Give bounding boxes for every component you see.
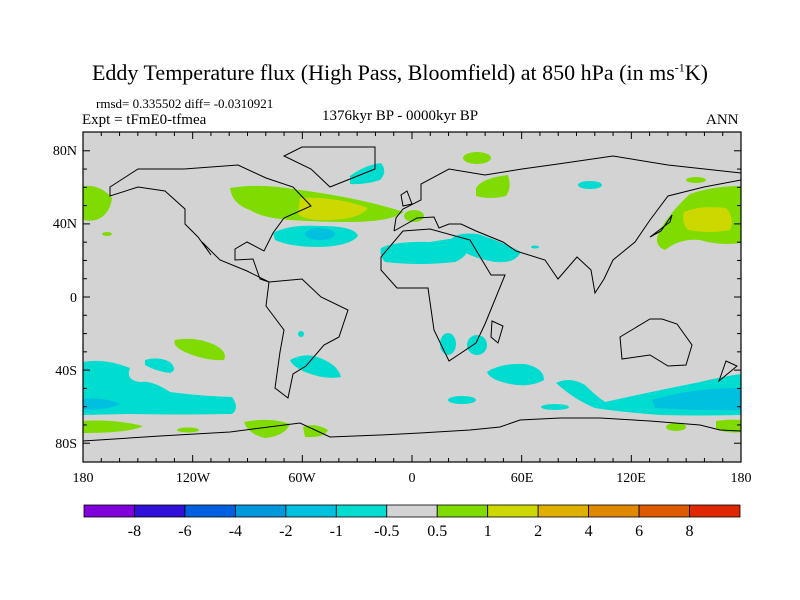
colorbar-box [335, 504, 388, 518]
anomaly-north-atlantic-core [298, 197, 368, 221]
title-text-end: K) [684, 60, 708, 85]
colorbar-label: 4 [585, 523, 593, 540]
coast-australia [619, 318, 693, 367]
y-axis-labels: 80N 40N 0 40S 80S [53, 144, 77, 452]
colorbar-label: 0.5 [427, 523, 447, 540]
colorbar-box [184, 504, 236, 518]
colorbar-box [689, 504, 741, 518]
colorbar-box [234, 504, 287, 518]
anomaly-south-africa-west [440, 333, 456, 355]
colorbar-box [386, 504, 438, 518]
colorbar-label: -6 [178, 523, 191, 540]
colorbar-box [537, 504, 590, 518]
coastlines [82, 146, 742, 442]
anomaly-small [448, 396, 476, 404]
anomaly-small [298, 331, 304, 337]
anomaly-antarctic-3 [244, 419, 290, 438]
coast-madagascar [490, 320, 504, 344]
anomaly-antarctic-6 [716, 419, 741, 433]
experiment-label: Expt = tFmE0-tfmea [82, 112, 207, 128]
period-label: 1376kyr BP - 0000kyr BP [322, 108, 479, 124]
colorbar-box [83, 504, 135, 518]
colorbar-label: 6 [635, 523, 643, 540]
colorbar-label: -8 [128, 523, 141, 540]
anomaly-norway [463, 152, 491, 164]
anomaly-antarctic-5 [666, 423, 686, 431]
stats-label: rmsd= 0.335502 diff= -0.0310921 [96, 96, 274, 111]
anomaly-antarctic-1 [83, 420, 143, 433]
anomaly-greenland [350, 163, 385, 185]
anomaly-southern-ocean-australia-core [652, 388, 741, 411]
anomaly-subtropical-atlantic-core [305, 228, 335, 240]
colorbar-label: -4 [229, 523, 242, 540]
x-axis-labels: 180 120W 60W 0 60E 120E 180 [73, 471, 752, 486]
anomaly-urals [476, 175, 510, 198]
colorbar-box [285, 504, 337, 518]
colorbar-label: -2 [279, 523, 292, 540]
y-tick-label: 80S [55, 437, 77, 452]
x-tick-label: 120W [176, 471, 211, 486]
anomaly-small [102, 232, 112, 236]
anomaly-small [541, 404, 569, 410]
anomaly-argentina [290, 355, 341, 378]
season-label: ANN [706, 112, 739, 128]
colorbar: -8 -6 -4 -2 -1 -0.5 0.5 1 2 4 6 8 [83, 504, 741, 540]
coast-new-zealand [717, 360, 738, 383]
anomaly-mediterranean [404, 210, 424, 222]
anomaly-antarctic-4 [303, 425, 328, 438]
coast-south-america [265, 278, 349, 399]
anomaly-arabia [452, 233, 521, 263]
anomaly-southern-ocean-pacific [83, 360, 236, 415]
anomaly-pacific-west-edge [83, 185, 112, 221]
plot-title: Eddy Temperature flux (High Pass, Bloomf… [0, 60, 800, 86]
coast-greenland [282, 146, 376, 188]
title-text: Eddy Temperature flux (High Pass, Bloomf… [91, 60, 675, 85]
colorbar-label: 1 [484, 523, 492, 540]
y-tick-label: 40N [53, 217, 77, 232]
coast-antarctica [82, 417, 742, 442]
anomaly-south-pacific [174, 338, 225, 361]
title-superscript: -1 [674, 60, 685, 75]
coast-japan [649, 214, 673, 238]
colorbar-label: 2 [534, 523, 542, 540]
x-tick-label: 120E [616, 471, 646, 486]
colorbar-box [134, 504, 186, 518]
coast-north-america [109, 164, 312, 283]
axis-ticks [82, 132, 742, 462]
anomaly-southern-ocean-pacific-core [83, 398, 120, 410]
colorbar-box [588, 504, 640, 518]
anomaly-small [531, 245, 539, 249]
colorbar-box [638, 504, 690, 518]
anomaly-south-africa-east [467, 335, 487, 355]
anomaly-south-pacific-small [145, 358, 174, 373]
colorbar-label: 8 [686, 523, 694, 540]
colorbar-label: -0.5 [374, 523, 399, 540]
x-tick-label: 180 [731, 471, 752, 486]
anomaly-sahara [380, 236, 471, 264]
colorbar-label: -1 [330, 523, 343, 540]
x-tick-label: 180 [73, 471, 94, 486]
anomaly-nw-pacific-core [683, 207, 732, 232]
y-tick-label: 80N [53, 144, 77, 159]
contour-fills [83, 152, 741, 438]
y-tick-label: 40S [55, 364, 77, 379]
x-tick-label: 60E [511, 471, 534, 486]
coast-africa [380, 228, 506, 362]
anomaly-antarctic-2 [177, 427, 199, 433]
coast-uk [400, 190, 413, 207]
anomaly-small [686, 177, 706, 183]
y-tick-label: 0 [70, 291, 77, 306]
colorbar-box [487, 504, 539, 518]
anomaly-south-indian [487, 363, 544, 386]
coast-eurasia [393, 155, 742, 295]
x-tick-label: 0 [409, 471, 416, 486]
colorbar-box [436, 504, 489, 518]
x-tick-label: 60W [288, 471, 316, 486]
anomaly-siberia [578, 181, 602, 189]
